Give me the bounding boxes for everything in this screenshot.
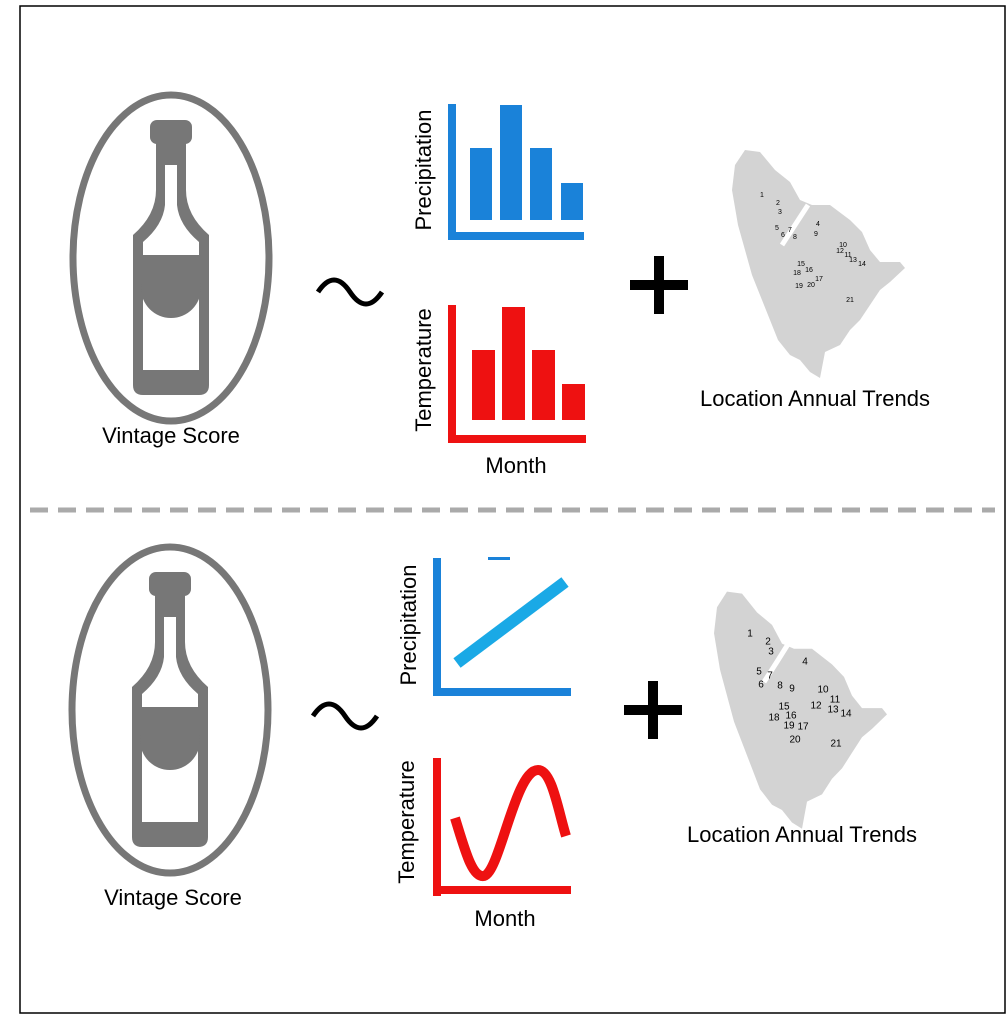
temp-curve (450, 764, 571, 881)
bottle-icon (132, 572, 208, 847)
panel-top: Vintage Score Precipitation Temperature … (69, 91, 930, 478)
map-number: 5 (775, 225, 779, 232)
map-number: 10 (817, 685, 829, 696)
temp-label: Temperature (394, 760, 419, 884)
map-number: 2 (765, 637, 771, 648)
map-number: 14 (840, 709, 852, 720)
map-number: 20 (807, 282, 815, 289)
plus (630, 256, 688, 314)
map-number: 9 (789, 684, 795, 695)
map-number: 17 (797, 722, 809, 733)
map-number: 8 (777, 681, 783, 692)
score-label: Vintage Score (104, 885, 242, 910)
tilde (310, 701, 380, 731)
map-number: 10 (839, 242, 847, 249)
plus (624, 681, 682, 739)
map-number: 2 (776, 200, 780, 207)
precip-label: Precipitation (411, 109, 436, 230)
ellipse (69, 91, 273, 425)
temp-icon (433, 758, 571, 896)
map-number: 19 (783, 721, 795, 732)
river (779, 203, 811, 247)
frame (19, 5, 1006, 1014)
map-number: 16 (805, 267, 813, 274)
panel-bottom: Vintage Score Precipitation Temperature … (68, 543, 917, 931)
map-number: 3 (768, 647, 774, 658)
map-number: 19 (795, 283, 803, 290)
month-label: Month (474, 906, 535, 931)
month-label: Month (485, 453, 546, 478)
map-number: 7 (767, 671, 773, 682)
map-number: 4 (816, 221, 820, 228)
map-number: 16 (785, 711, 797, 722)
map-number: 5 (756, 667, 762, 678)
map-number: 7 (788, 227, 792, 234)
map-number: 9 (814, 231, 818, 238)
map-number: 4 (802, 657, 808, 668)
ellipse (68, 543, 272, 877)
map-number: 20 (789, 735, 801, 746)
map-number: 8 (793, 234, 797, 241)
map-label: Location Annual Trends (687, 822, 917, 847)
temp-label: Temperature (411, 308, 436, 432)
river (761, 639, 793, 684)
map-number: 1 (760, 192, 764, 199)
precip-label: Precipitation (396, 564, 421, 685)
precip-icon (448, 104, 584, 240)
map-label: Location Annual Trends (700, 386, 930, 411)
tilde (315, 277, 385, 307)
map-number: 15 (778, 702, 790, 713)
map-number: 11 (830, 695, 841, 706)
score-label: Vintage Score (102, 423, 240, 448)
map-number: 6 (781, 232, 785, 239)
map (714, 591, 887, 829)
map-number: 17 (815, 276, 823, 283)
map-number: 21 (846, 297, 854, 304)
map-number: 15 (797, 261, 805, 268)
map-number: 18 (768, 713, 780, 724)
map-number: 3 (778, 209, 782, 216)
map-number: 18 (793, 270, 801, 277)
map-number: 21 (830, 739, 842, 750)
map-number: 13 (849, 257, 857, 264)
temp-icon (448, 305, 586, 443)
bottle-icon (133, 120, 209, 395)
map (732, 150, 905, 378)
precip-line (453, 577, 569, 668)
map-number: 13 (827, 705, 839, 716)
map-number: 11 (844, 252, 851, 259)
map-number: 12 (810, 701, 822, 712)
map-number: 6 (758, 680, 764, 691)
map-number: 14 (858, 261, 866, 268)
map-number: 1 (747, 629, 753, 640)
map-number: 12 (836, 248, 844, 255)
precip-icon (433, 557, 571, 696)
